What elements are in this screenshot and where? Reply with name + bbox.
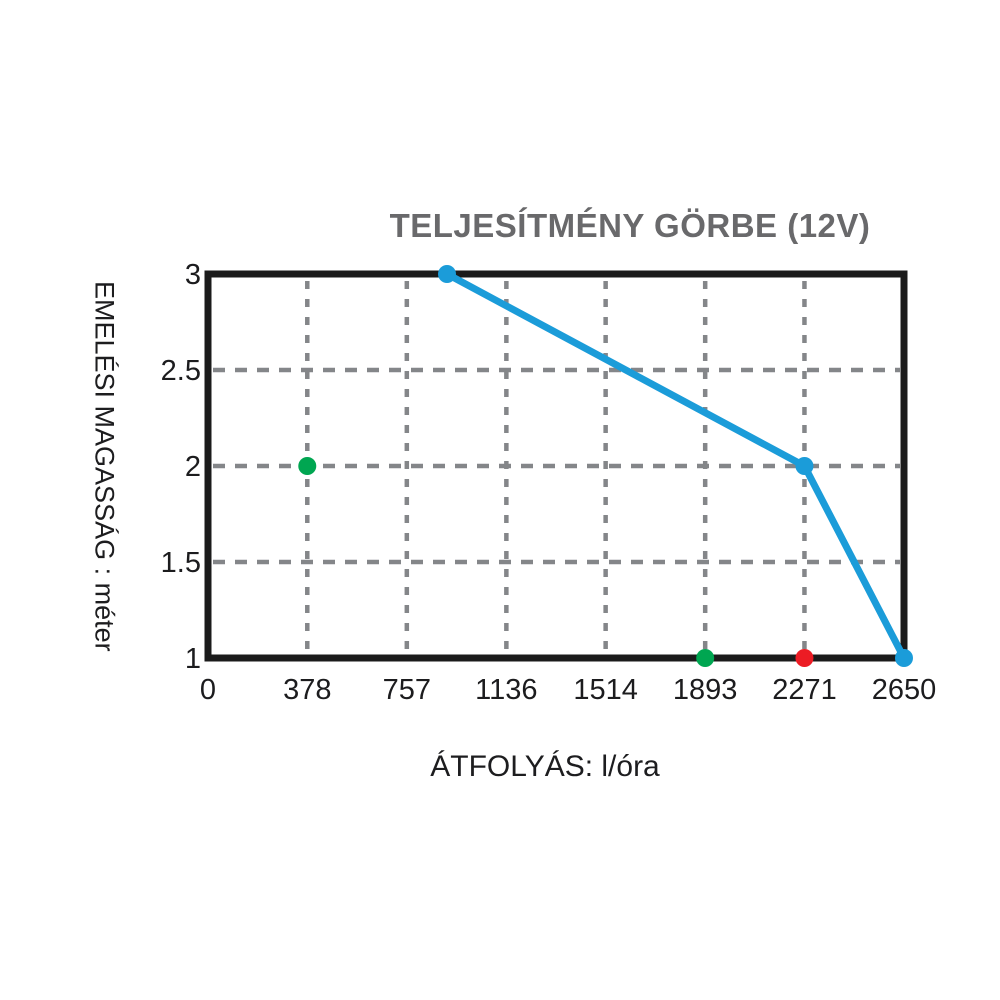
line-point-marker xyxy=(895,649,913,667)
y-tick-label: 2.5 xyxy=(161,355,201,387)
x-axis-title: ÁTFOLYÁS: l/óra xyxy=(430,750,660,783)
y-tick-label: 1.5 xyxy=(161,547,201,579)
y-axis-title: EMELÉSI MAGASSÁG : méter xyxy=(89,280,120,652)
y-tick-label: 2 xyxy=(185,451,201,483)
x-tick-label: 378 xyxy=(283,674,331,706)
green-marker-1 xyxy=(298,457,317,475)
x-tick-label: 2650 xyxy=(872,674,937,706)
x-tick-label: 1136 xyxy=(475,674,537,706)
x-tick-label: 1893 xyxy=(673,674,738,706)
x-tick-label: 0 xyxy=(200,674,216,706)
plot-border xyxy=(204,270,908,662)
x-tick-label: 2271 xyxy=(772,674,837,706)
line-point-marker xyxy=(438,265,457,283)
y-tick-label: 3 xyxy=(185,259,201,291)
green-marker-2 xyxy=(696,649,715,667)
red-marker xyxy=(795,649,814,667)
y-tick-label: 1 xyxy=(185,643,201,675)
chart-title: TELJESÍTMÉNY GÖRBE (12V) xyxy=(389,207,871,244)
x-tick-label: 1514 xyxy=(573,674,638,706)
x-tick-label: 757 xyxy=(383,674,431,706)
line-point-marker xyxy=(795,457,814,475)
